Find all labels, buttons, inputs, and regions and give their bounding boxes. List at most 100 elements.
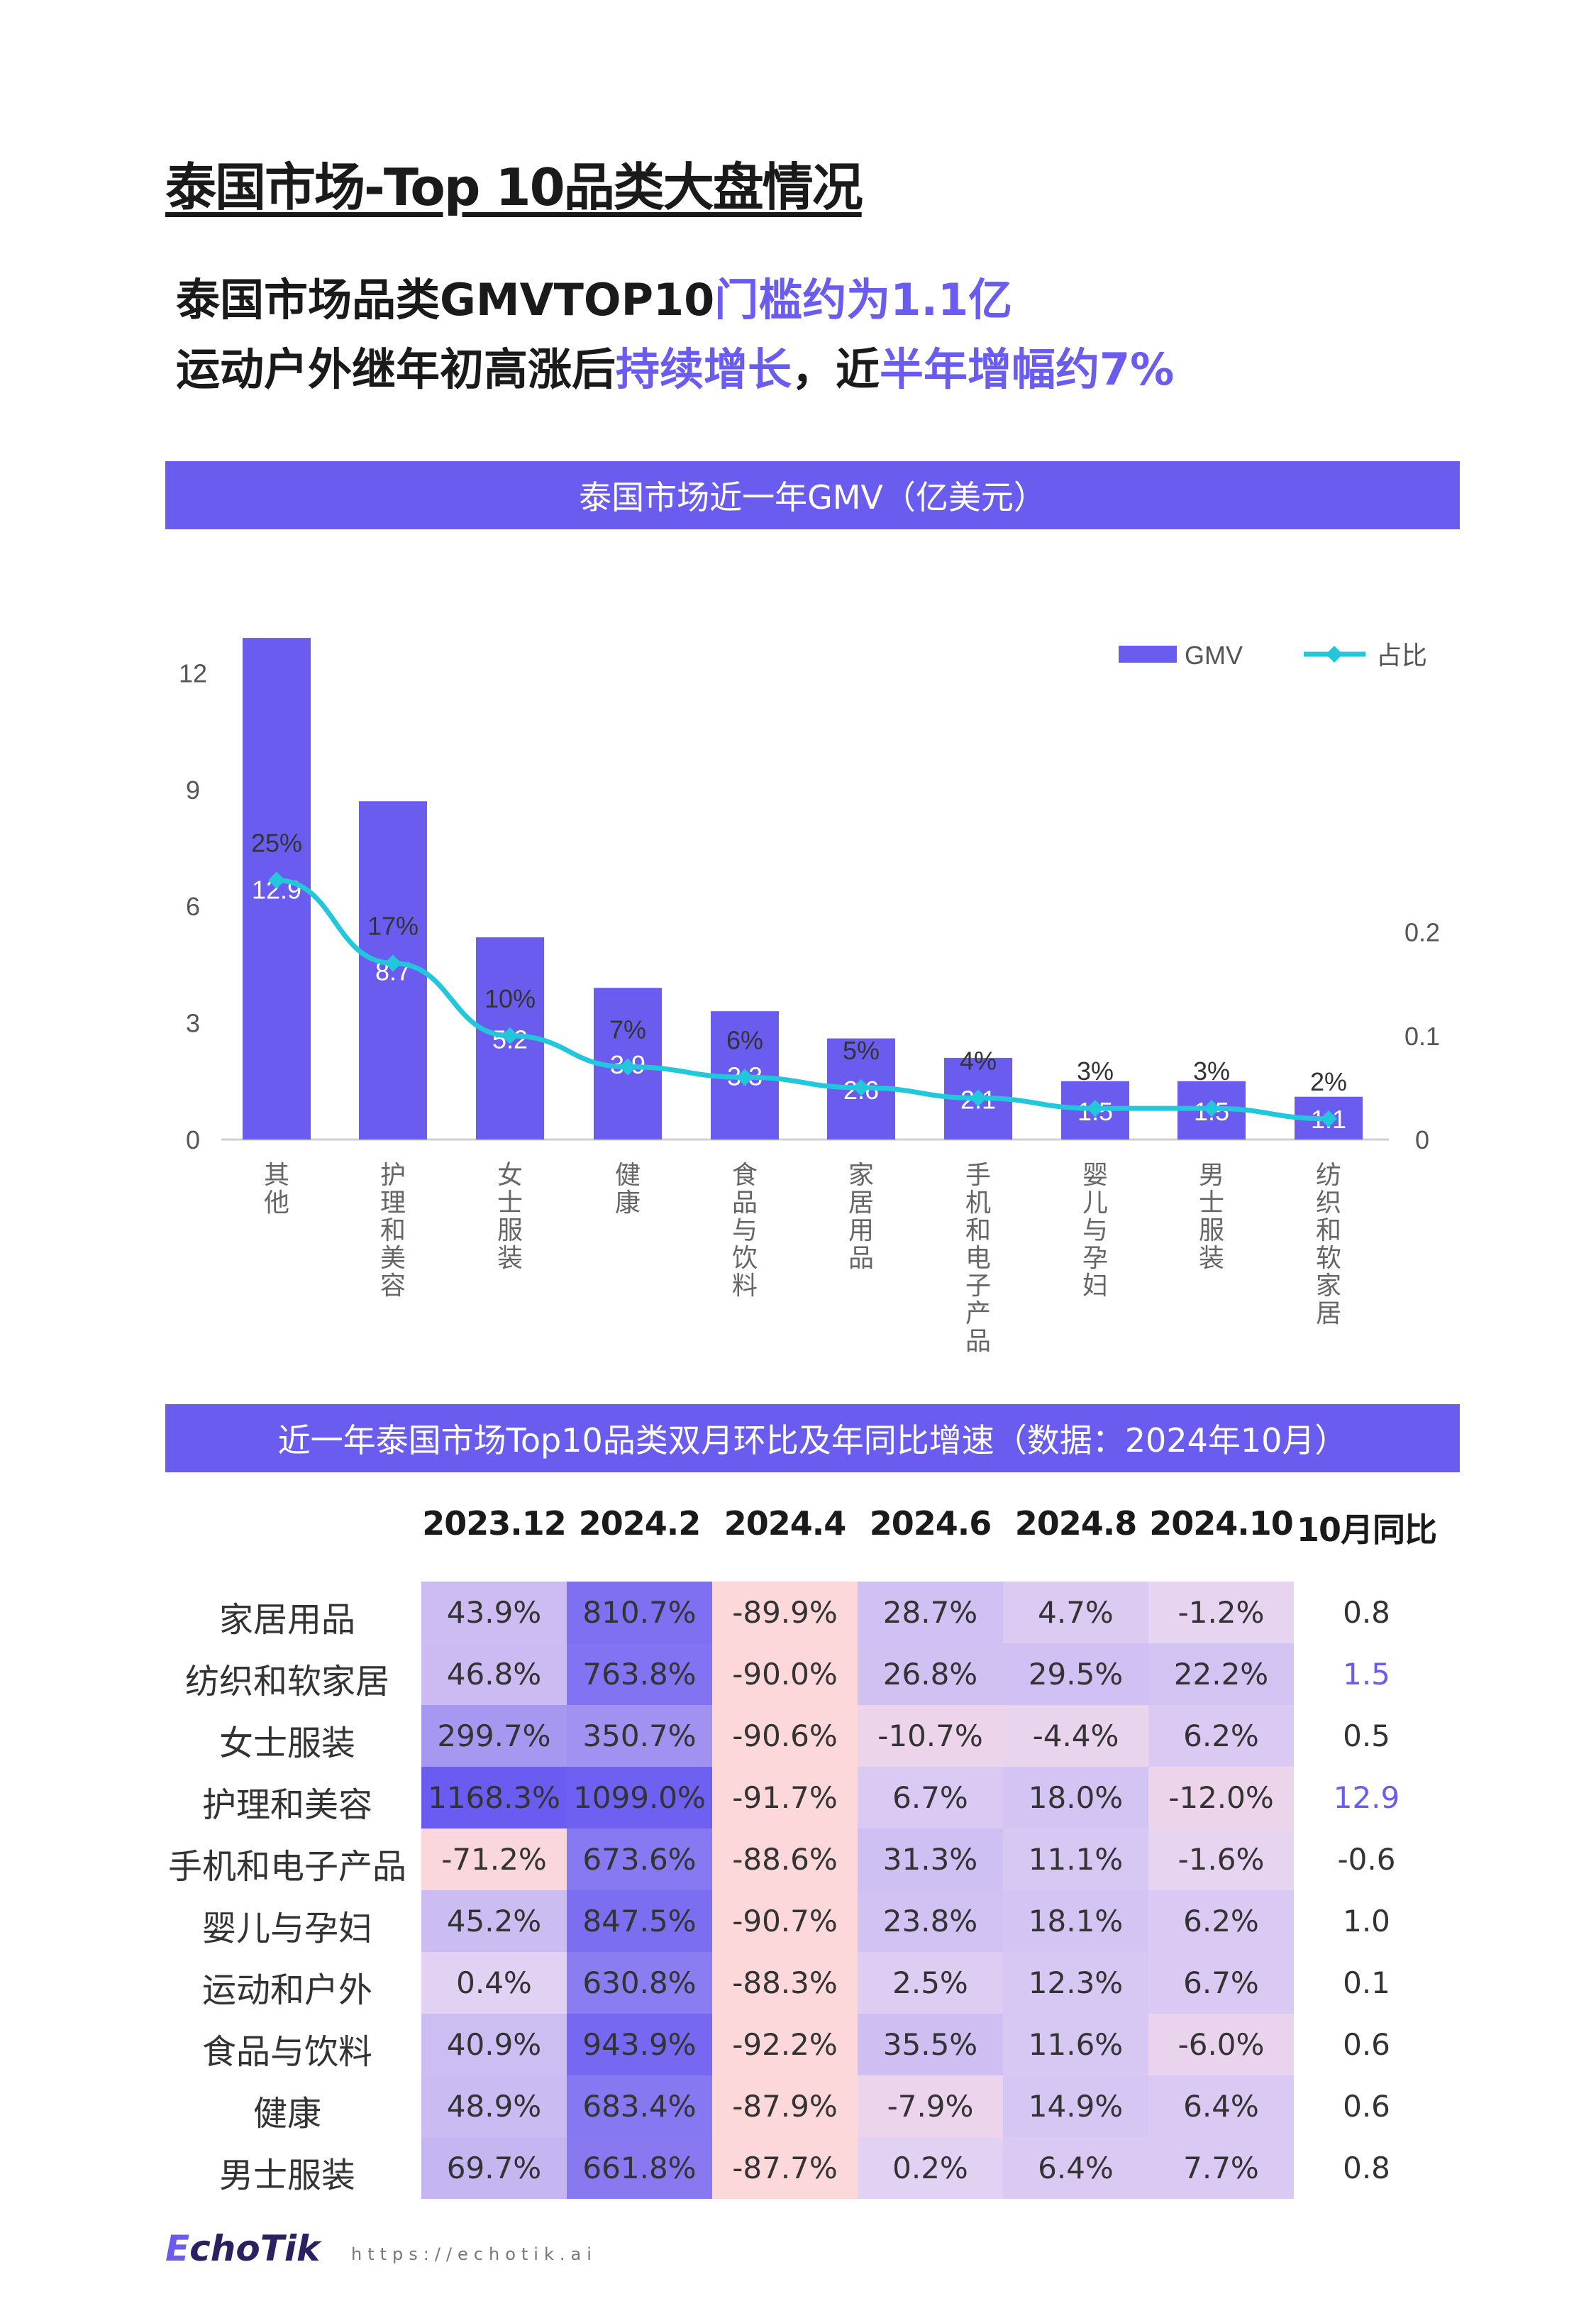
- x-tick-label-char: 护: [380, 1160, 406, 1189]
- heatmap-cell: 943.9%: [567, 2014, 712, 2075]
- x-tick-label-char: 家: [1316, 1271, 1341, 1300]
- x-tick-label-char: 与: [1082, 1215, 1108, 1245]
- x-tick-label-char: 和: [380, 1215, 406, 1245]
- heatmap-cell: -87.7%: [712, 2137, 858, 2199]
- x-tick-label-char: 装: [497, 1243, 523, 1272]
- heatmap-cell: -71.2%: [421, 1828, 567, 1890]
- heatmap-cell: 6.4%: [1003, 2137, 1148, 2199]
- heatmap-cell: 763.8%: [567, 1643, 712, 1705]
- x-tick-label-char: 纺: [1316, 1160, 1341, 1189]
- heatmap-cell: -87.9%: [712, 2075, 858, 2137]
- share-point: [736, 1069, 753, 1086]
- x-tick-label-char: 容: [380, 1271, 406, 1300]
- heatmap-cell: 12.3%: [1003, 1952, 1148, 2014]
- x-tick-label-char: 和: [1316, 1215, 1341, 1245]
- x-tick-label-char: 料: [732, 1271, 758, 1300]
- row-label: 男士服装: [218, 2156, 355, 2195]
- x-tick-label-char: 居: [848, 1188, 874, 1217]
- yoy-value: -0.6: [1337, 1842, 1396, 1877]
- heatmap-cell: 661.8%: [567, 2137, 712, 2199]
- heatmap-cell: 6.2%: [1148, 1705, 1294, 1767]
- heatmap-cell: 6.7%: [858, 1767, 1003, 1828]
- row-label: 护理和美容: [201, 1785, 372, 1825]
- heatmap-cell: 7.7%: [1148, 2137, 1294, 2199]
- row-label: 食品与饮料: [201, 2032, 372, 2072]
- page-title: 泰国市场-Top 10品类大盘情况: [165, 158, 863, 217]
- x-tick-label-char: 装: [1199, 1243, 1224, 1272]
- x-tick-label-char: 产: [965, 1298, 991, 1328]
- legend-share-marker: [1326, 646, 1343, 663]
- heatmap-cell: 18.1%: [1003, 1890, 1148, 1952]
- yoy-value: 12.9: [1333, 1780, 1400, 1815]
- x-tick-label-char: 饮: [732, 1243, 758, 1272]
- heatmap-cell: 2.5%: [858, 1952, 1003, 2014]
- heatmap-cell: 11.6%: [1003, 2014, 1148, 2075]
- footer-url[interactable]: https://echotik.ai: [351, 2244, 597, 2264]
- heatmap-cell: 630.8%: [567, 1952, 712, 2014]
- heatmap-cell: 40.9%: [421, 2014, 567, 2075]
- column-header: 2024.2: [578, 1504, 702, 1543]
- share-point: [268, 871, 285, 889]
- column-header: 2024.4: [724, 1504, 847, 1543]
- y-left-tick-label: 6: [186, 892, 200, 921]
- gmv-bar: [243, 638, 311, 1140]
- heatmap-cell: 299.7%: [421, 1705, 567, 1767]
- share-label: 7%: [609, 1015, 646, 1044]
- heatmap-cell: 48.9%: [421, 2075, 567, 2137]
- x-tick-label-char: 理: [380, 1188, 406, 1217]
- legend-share-label: 占比: [1376, 641, 1427, 670]
- heatmap-cell: 22.2%: [1148, 1643, 1294, 1705]
- row-label: 婴儿与孕妇: [201, 1909, 372, 1948]
- share-point: [501, 1027, 519, 1044]
- share-label: 17%: [367, 911, 419, 940]
- heatmap-cell: 6.7%: [1148, 1952, 1294, 2014]
- share-label: 4%: [960, 1047, 997, 1076]
- yoy-value: 0.8: [1343, 1595, 1390, 1630]
- subtitle-text: 泰国市场品类GMVTOP10: [176, 274, 715, 326]
- column-header: 10月同比: [1296, 1511, 1437, 1549]
- heatmap-cell: 35.5%: [858, 2014, 1003, 2075]
- x-tick-label-char: 士: [1199, 1188, 1224, 1217]
- x-tick-label-char: 康: [615, 1188, 641, 1217]
- x-tick-label-char: 品: [965, 1326, 991, 1355]
- subtitle-line-1: 泰国市场品类GMVTOP10门槛约为1.1亿: [176, 264, 1012, 328]
- x-tick-label-char: 织: [1316, 1188, 1341, 1217]
- heatmap-cell: 46.8%: [421, 1643, 567, 1705]
- y-left-tick-label: 12: [179, 658, 207, 688]
- column-header: 2023.12: [422, 1504, 567, 1543]
- heatmap-cell: -10.7%: [858, 1705, 1003, 1767]
- row-label: 运动和户外: [201, 1970, 372, 2010]
- x-tick-label-char: 士: [497, 1188, 523, 1217]
- y-right-tick-label: 0: [1415, 1125, 1429, 1154]
- subtitle-text: 运动户外继年初高涨后: [176, 343, 616, 395]
- subtitle-highlight: 半年增幅约7%: [880, 343, 1175, 395]
- y-right-tick-label: 0.2: [1404, 918, 1440, 947]
- heatmap-cell: -90.6%: [712, 1705, 858, 1767]
- row-label: 健康: [253, 2094, 321, 2134]
- x-tick-label-char: 孕: [1082, 1243, 1108, 1272]
- heatmap-cell: -6.0%: [1148, 2014, 1294, 2075]
- heatmap-cell: 45.2%: [421, 1890, 567, 1952]
- gmv-chart: 03691200.10.212.98.75.23.93.32.62.11.51.…: [179, 638, 1440, 1355]
- x-tick-label-char: 机: [965, 1188, 991, 1217]
- heatmap-cell: 69.7%: [421, 2137, 567, 2199]
- share-label: 10%: [484, 984, 536, 1013]
- x-tick-label-char: 美: [380, 1243, 406, 1272]
- y-left-tick-label: 0: [186, 1125, 200, 1154]
- heatmap-cell: -1.6%: [1148, 1828, 1294, 1890]
- heatmap-cell: -88.6%: [712, 1828, 858, 1890]
- x-tick-label-char: 健: [615, 1160, 641, 1189]
- x-tick-label-char: 电: [965, 1243, 991, 1272]
- column-header: 2024.6: [869, 1504, 992, 1543]
- column-header: 2024.10: [1149, 1504, 1294, 1543]
- yoy-value: 0.6: [1343, 2027, 1390, 2062]
- x-tick-label-char: 软: [1316, 1243, 1341, 1272]
- heatmap-cell: 847.5%: [567, 1890, 712, 1952]
- table-title-bar: 近一年泰国市场Top10品类双月环比及年同比增速（数据：2024年10月）: [165, 1404, 1460, 1472]
- echotik-logo: EchoTik: [165, 2228, 321, 2269]
- yoy-value: 0.1: [1343, 1965, 1390, 2000]
- heatmap-cell: -90.7%: [712, 1890, 858, 1952]
- row-label: 纺织和软家居: [184, 1662, 389, 1701]
- x-tick-label-char: 婴: [1082, 1160, 1108, 1189]
- heatmap-cell: -90.0%: [712, 1643, 858, 1705]
